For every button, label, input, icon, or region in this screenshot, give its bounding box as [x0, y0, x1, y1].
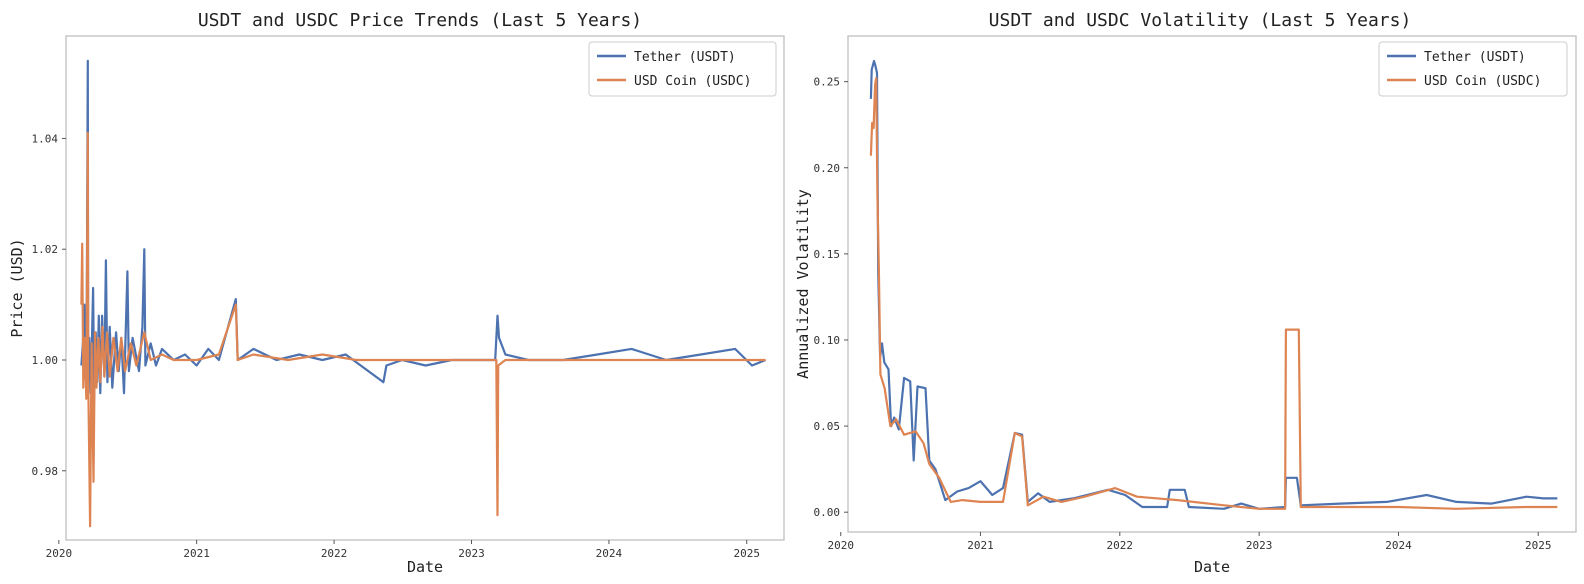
volatility-y-tick-label: 0.10	[814, 334, 841, 347]
volatility-legend-label-usdc: USD Coin (USDC)	[1424, 74, 1541, 89]
price-y-axis-label: Price (USD)	[8, 238, 26, 337]
price-y-tick-label: 0.98	[32, 465, 59, 478]
volatility-axis-ticks: 2020 2021 2022 2023 2024 2025 0.00 0.05 0.10 0.15…	[814, 76, 1552, 552]
volatility-x-tick-label: 2022	[1107, 539, 1134, 552]
volatility-x-tick-label: 2023	[1246, 539, 1273, 552]
price-x-tick-label: 2021	[183, 547, 210, 560]
volatility-legend: Tether (USDT) USD Coin (USDC)	[1378, 41, 1568, 97]
price-chart-title: USDT and USDC Price Trends (Last 5 Years…	[198, 10, 642, 31]
price-y-tick-label: 1.04	[32, 132, 59, 145]
volatility-y-tick-label: 0.00	[814, 506, 841, 519]
price-x-tick-label: 2024	[596, 547, 623, 560]
price-y-tick-label: 1.00	[32, 354, 59, 367]
price-chart-panel: USDT and USDC Price Trends (Last 5 Years…	[8, 10, 785, 576]
volatility-series-lines	[869, 59, 1558, 510]
price-y-tick-label: 1.02	[32, 243, 59, 256]
volatility-x-axis-label: Date	[1194, 558, 1230, 576]
price-x-tick-label: 2025	[733, 547, 760, 560]
price-x-tick-label: 2020	[46, 547, 73, 560]
volatility-chart-title: USDT and USDC Volatility (Last 5 Years)	[989, 10, 1412, 31]
volatility-plot-area	[847, 35, 1577, 533]
volatility-y-axis-label: Annualized Volatility	[794, 189, 812, 379]
price-series-line-usdc	[80, 131, 766, 528]
price-legend-box	[588, 41, 777, 97]
price-x-tick-label: 2022	[321, 547, 348, 560]
volatility-legend-box	[1378, 41, 1568, 97]
price-series-lines	[80, 59, 767, 528]
price-legend: Tether (USDT) USD Coin (USDC)	[588, 41, 777, 97]
price-legend-label-usdt: Tether (USDT)	[634, 50, 736, 65]
volatility-x-tick-label: 2020	[827, 539, 854, 552]
price-x-tick-label: 2023	[458, 547, 485, 560]
volatility-chart-panel: USDT and USDC Volatility (Last 5 Years) …	[794, 10, 1577, 576]
volatility-x-tick-label: 2025	[1525, 539, 1552, 552]
volatility-y-tick-label: 0.15	[814, 248, 841, 261]
volatility-legend-label-usdt: Tether (USDT)	[1424, 50, 1526, 65]
price-axis-ticks: 2020 2021 2022 2023 2024 2025 0.98 1.00 1.02 1.04	[32, 132, 760, 560]
volatility-series-line-usdc	[869, 77, 1558, 510]
volatility-y-tick-label: 0.25	[814, 76, 841, 89]
volatility-y-tick-label: 0.05	[814, 420, 841, 433]
price-x-axis-label: Date	[407, 558, 443, 576]
volatility-x-tick-label: 2021	[967, 539, 994, 552]
volatility-x-tick-label: 2024	[1385, 539, 1412, 552]
volatility-y-tick-label: 0.20	[814, 162, 841, 175]
price-legend-label-usdc: USD Coin (USDC)	[634, 74, 751, 89]
price-plot-area	[65, 35, 785, 541]
